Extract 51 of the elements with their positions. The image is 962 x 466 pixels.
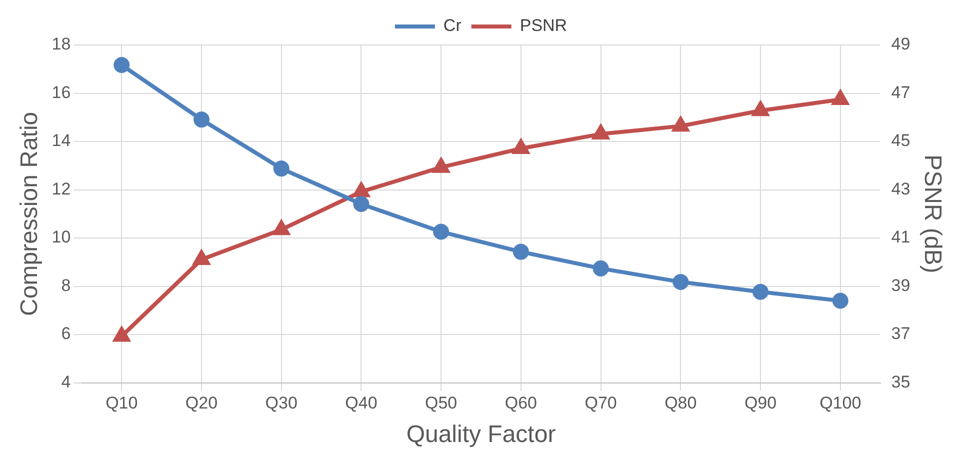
point [752,102,769,116]
x-tick-label: Q30 [265,394,298,413]
x-tick-label: Q70 [584,394,617,413]
y-tick-label: 14 [52,131,71,150]
point [592,260,609,276]
point [512,140,529,154]
x-tick-label: Q50 [425,394,458,413]
y-tick-label: 16 [52,82,71,102]
x-tick-label: Q80 [664,394,697,413]
y2-tick-label: 49 [891,34,910,54]
y-tick-label: 18 [52,34,71,54]
y2-tick-label: 39 [891,276,910,295]
y2-tick-label: 37 [891,324,910,344]
y-tick-label: 8 [61,276,71,295]
point [193,250,210,266]
x-tick-label: Q10 [106,394,138,413]
point [752,284,769,300]
point [832,90,848,106]
y-tick-label: 12 [52,179,71,198]
legend-label: Cr [443,16,462,36]
y-tick-label: 6 [61,324,71,344]
point [672,117,689,132]
point [114,57,130,74]
point [193,112,210,128]
y2-axis-title: PSNR (dB) [918,154,946,274]
point [353,182,370,198]
legend-label: PSNR [520,16,568,36]
point [273,160,290,177]
point [433,224,450,240]
y2-tick-label: 45 [891,131,910,150]
y2-tick-label: 43 [891,179,910,198]
y2-tick-label: 35 [891,372,910,392]
point [433,158,450,173]
x-tick-label: Q100 [820,394,862,413]
x-tick-label: Q90 [744,394,777,413]
y2-tick-label: 41 [891,228,910,247]
point [592,125,609,140]
y-tick-label: 10 [52,228,71,247]
point [672,274,689,290]
y-axis-title: Compression Ratio [16,112,44,316]
x-tick-label: Q40 [345,394,378,413]
x-tick-label: Q60 [504,394,537,413]
point [512,244,529,260]
point [832,292,848,309]
x-axis-title: Quality Factor [406,421,556,448]
y-tick-label: 4 [61,372,71,392]
point [353,196,370,212]
point [273,220,290,236]
point [114,327,130,342]
x-tick-label: Q20 [185,394,218,413]
y2-tick-label: 47 [891,82,910,102]
